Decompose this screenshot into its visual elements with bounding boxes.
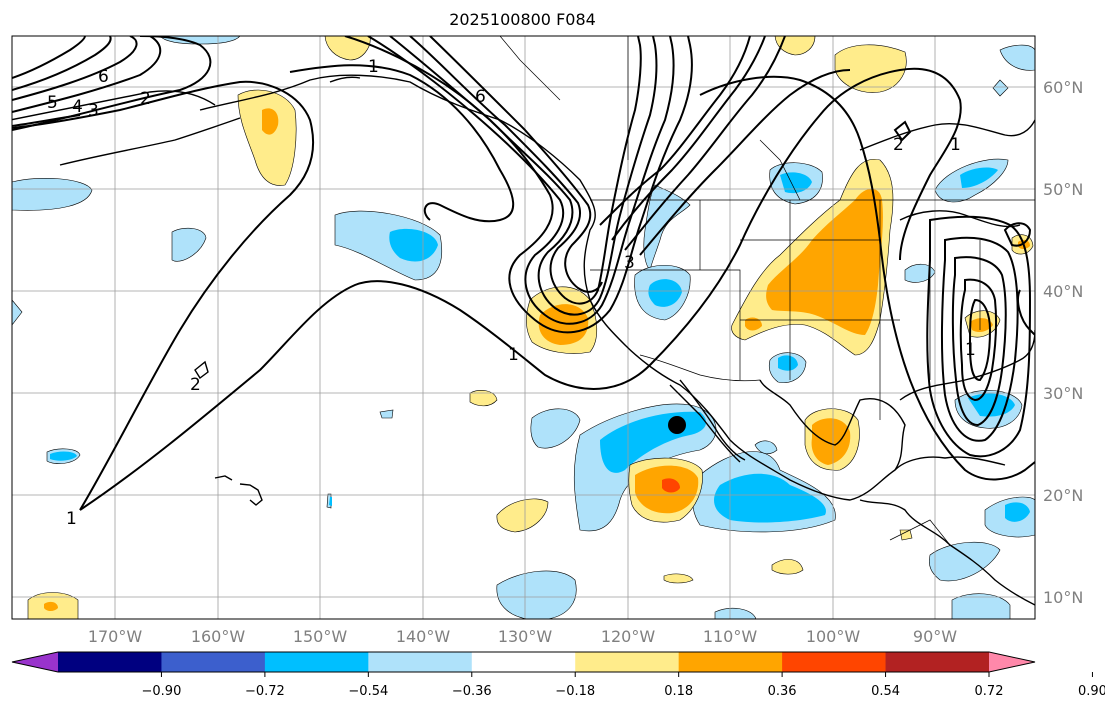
map-title: 2025100800 F084 — [449, 10, 596, 29]
graticule — [12, 36, 1035, 619]
contour-label: 1 — [950, 135, 961, 155]
contour-label: 6 — [98, 67, 109, 87]
contour-label: 4 — [72, 97, 83, 117]
contour-lines — [12, 36, 1035, 511]
map-frame — [11, 35, 1036, 620]
lat-label: 60°N — [1043, 78, 1083, 97]
contour-label: 2 — [190, 375, 201, 395]
map-area: 6 5 4 3 2 1 6 1 2 1 3 1 2 1 — [12, 36, 1035, 619]
contour-label: 1 — [965, 340, 976, 360]
contour-label: 5 — [47, 93, 58, 113]
lon-label: 90°W — [913, 627, 957, 646]
colorbar-tick-label: −0.90 — [142, 684, 182, 699]
colorbar-segment — [264, 652, 369, 672]
colorbar-segment — [161, 652, 266, 672]
colorbar-segment — [678, 652, 783, 672]
colorbar-segment — [368, 652, 473, 672]
contour-label: 2 — [893, 135, 904, 155]
latitude-labels: 60°N 50°N 40°N 30°N 20°N 10°N — [1043, 78, 1083, 607]
colorbar-tick-label: 0.18 — [664, 684, 693, 699]
lon-label: 150°W — [293, 627, 348, 646]
contour-label: 1 — [508, 345, 519, 365]
colorbar-tick-label: −0.18 — [555, 684, 595, 699]
contour-label: 1 — [368, 57, 379, 77]
lon-label: 160°W — [191, 627, 246, 646]
colorbar-tick-label: 0.90 — [1078, 684, 1105, 699]
lat-label: 40°N — [1043, 282, 1083, 301]
colorbar-segment — [575, 652, 680, 672]
colorbar-segment — [58, 652, 162, 672]
lat-label: 20°N — [1043, 486, 1083, 505]
longitude-labels: 170°W 160°W 150°W 140°W 130°W 120°W 110°… — [88, 627, 957, 646]
lon-label: 170°W — [88, 627, 143, 646]
strong-negative-shading — [50, 167, 1030, 523]
colorbar: −0.90 −0.72 −0.54 −0.36 −0.18 0.18 0.36 0.54 0.7… — [11, 651, 1105, 699]
colorbar-outline — [11, 651, 1036, 673]
colorbar-extend-max — [989, 652, 1035, 672]
contour-label: 2 — [140, 89, 151, 109]
contour-label-group: 6 5 4 3 2 1 6 1 2 1 3 1 2 1 — [47, 57, 976, 529]
colorbar-segment — [885, 652, 990, 672]
contour-label: 1 — [66, 509, 77, 529]
colorbar-extend-min — [12, 652, 58, 672]
colorbar-tick-label: 0.72 — [975, 684, 1004, 699]
lon-label: 130°W — [498, 627, 553, 646]
lon-label: 140°W — [396, 627, 451, 646]
contour-label: 3 — [624, 253, 635, 273]
colorbar-tick-label: −0.72 — [245, 684, 285, 699]
colorbar-segment — [782, 652, 887, 672]
contour-label: 3 — [88, 101, 99, 121]
lon-label: 110°W — [703, 627, 758, 646]
colorbar-tick-label: 0.54 — [871, 684, 900, 699]
colorbar-tick-label: −0.36 — [452, 684, 492, 699]
lon-label: 120°W — [601, 627, 656, 646]
lon-label: 100°W — [806, 627, 861, 646]
lat-label: 10°N — [1043, 588, 1083, 607]
lat-label: 50°N — [1043, 180, 1083, 199]
lat-label: 30°N — [1043, 384, 1083, 403]
colorbar-tick-label: 0.36 — [768, 684, 797, 699]
peak-positive-shading — [662, 478, 680, 493]
contour-label: 6 — [475, 87, 486, 107]
colorbar-tick-label: −0.54 — [348, 684, 388, 699]
colorbar-segment — [471, 652, 576, 672]
location-marker — [668, 416, 686, 434]
